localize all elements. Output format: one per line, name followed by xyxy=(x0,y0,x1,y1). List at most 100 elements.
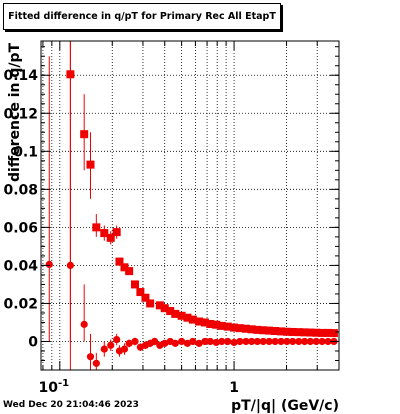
data-point-square xyxy=(217,321,226,330)
data-point-square xyxy=(141,293,150,302)
data-point-square xyxy=(223,322,232,331)
data-point-square xyxy=(130,280,139,289)
data-point-square xyxy=(80,130,89,139)
chart-title: Fitted difference in q/pT for Primary Re… xyxy=(3,3,281,30)
data-point-circle xyxy=(151,337,159,346)
data-point-square xyxy=(294,328,303,337)
tick-labels: 0 0.02 0.04 0.06 0.08 0.1 0.12 0.14 10-1 1 xyxy=(3,68,238,396)
data-point-circle xyxy=(131,337,139,346)
data-point-circle xyxy=(171,339,179,347)
data-point-square xyxy=(171,309,180,318)
data-point-square xyxy=(282,327,291,336)
data-point-circle xyxy=(242,337,250,346)
data-point-circle xyxy=(100,345,108,353)
data-point-circle xyxy=(80,320,88,328)
data-point-square xyxy=(253,325,262,334)
data-point-square xyxy=(100,229,109,238)
data-point-square xyxy=(230,323,239,332)
data-point-square xyxy=(155,301,164,310)
data-point-circle xyxy=(45,260,53,269)
data-point-circle xyxy=(295,337,303,346)
data-point-circle xyxy=(289,337,297,346)
data-point-circle xyxy=(178,337,186,346)
data-point-square xyxy=(86,160,95,169)
data-point-square xyxy=(312,328,321,337)
data-point-square xyxy=(106,233,115,242)
data-point-circle xyxy=(189,337,197,346)
data-point-square xyxy=(160,304,169,313)
data-point-circle xyxy=(283,337,291,346)
data-point-square xyxy=(329,329,338,338)
data-point-circle xyxy=(183,339,192,347)
y-tick-label: 0.06 xyxy=(3,220,38,236)
data-point-circle xyxy=(301,337,309,346)
data-point-square xyxy=(136,288,145,297)
data-point-circle xyxy=(212,338,220,347)
data-point-circle xyxy=(113,335,121,344)
data-point-circle xyxy=(92,359,100,367)
data-point-circle xyxy=(86,353,95,361)
data-point-square xyxy=(166,307,175,316)
data-point-circle xyxy=(324,337,332,346)
data-point-square xyxy=(120,263,129,272)
data-point-circle xyxy=(265,337,273,346)
y-tick-label: 0.04 xyxy=(3,258,38,274)
data-point-square xyxy=(318,328,327,337)
data-point-square xyxy=(247,325,256,334)
axis-ticks xyxy=(41,41,339,370)
data-point-square xyxy=(212,320,221,329)
data-point-circle xyxy=(230,338,238,347)
data-point-square xyxy=(324,328,333,337)
data-point-square xyxy=(241,324,250,333)
data-point-square xyxy=(288,327,297,336)
grid-lines xyxy=(41,41,339,370)
data-point-circle xyxy=(271,337,279,346)
data-point-circle xyxy=(125,339,133,347)
data-point-square xyxy=(115,257,124,266)
x-tick-exponent: -1 xyxy=(58,378,69,389)
data-point-circle xyxy=(224,337,232,346)
data-markers xyxy=(45,70,338,367)
data-point-square xyxy=(259,326,268,335)
data-point-square xyxy=(66,70,75,79)
data-point-square xyxy=(271,327,280,336)
y-tick-label: 0.08 xyxy=(3,182,38,198)
data-point-square xyxy=(112,228,121,237)
data-point-square xyxy=(146,299,155,308)
x-tick-label: 1 xyxy=(229,380,239,396)
data-point-circle xyxy=(318,337,326,346)
data-point-circle xyxy=(206,337,214,346)
data-point-square xyxy=(125,267,134,276)
data-point-circle xyxy=(253,337,261,346)
data-point-circle xyxy=(277,337,285,346)
y-tick-label: 0.02 xyxy=(3,296,38,312)
y-tick-label: 0 xyxy=(28,334,38,350)
data-point-circle xyxy=(312,337,320,346)
data-point-circle xyxy=(107,341,115,349)
data-point-square xyxy=(195,317,204,326)
y-tick-label: 0.12 xyxy=(3,106,38,122)
data-point-circle xyxy=(120,345,129,353)
data-point-square xyxy=(265,326,274,335)
data-point-square xyxy=(177,311,186,320)
y-axis-title: difference in q/pT xyxy=(7,43,23,182)
data-point-circle xyxy=(306,337,314,346)
data-point-square xyxy=(92,223,101,232)
data-point-circle xyxy=(236,337,244,346)
data-point-circle xyxy=(161,339,169,347)
plot-frame xyxy=(40,40,340,371)
y-tick-label: 0.14 xyxy=(3,68,38,84)
data-point-square xyxy=(306,328,315,337)
data-point-square xyxy=(200,318,209,327)
data-point-square xyxy=(183,313,192,322)
timestamp: Wed Dec 20 21:04:46 2023 xyxy=(3,400,139,410)
data-point-square xyxy=(206,319,215,328)
data-point-square xyxy=(300,328,309,337)
data-point-square xyxy=(188,315,197,324)
data-point-circle xyxy=(195,339,203,347)
data-point-circle xyxy=(259,337,267,346)
x-tick-label: 10-1 xyxy=(39,378,70,396)
data-point-square xyxy=(235,324,244,333)
data-point-circle xyxy=(247,337,256,346)
